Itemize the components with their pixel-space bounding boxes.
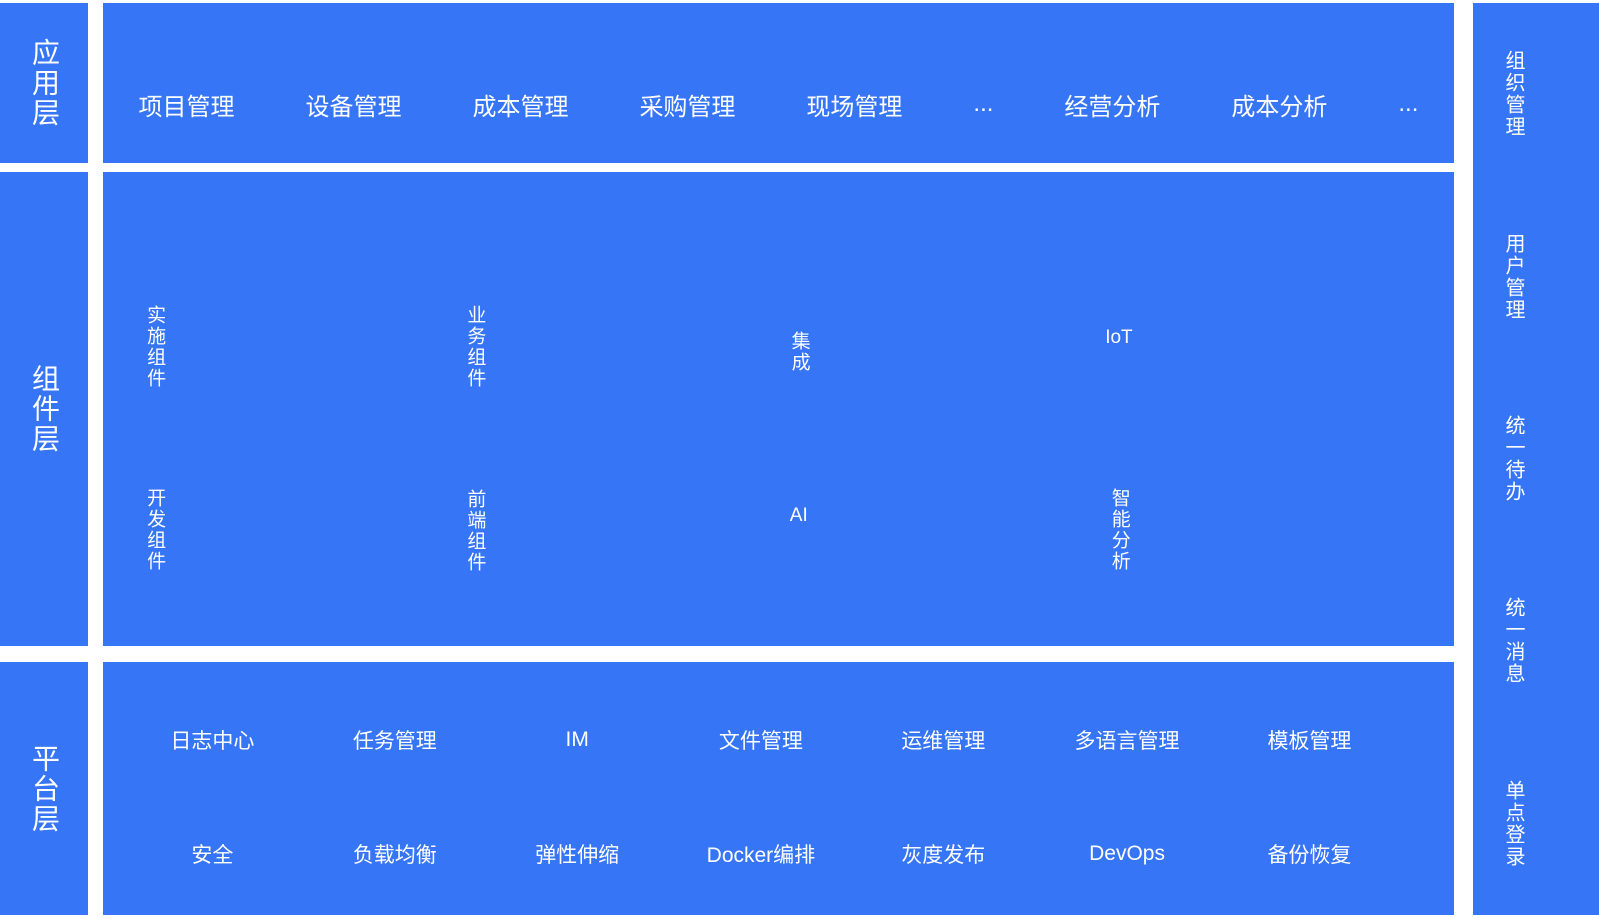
platform-item: 负载均衡 (352, 844, 437, 868)
platform-item: IM (565, 728, 589, 752)
sidebar-item: 用户管理 (1502, 232, 1524, 321)
application-layer-panel: 项目管理 设备管理 成本管理 采购管理 现场管理 ... 经营分析 成本分析 .… (103, 3, 1454, 163)
component-item: 开发组件 (144, 487, 166, 572)
platform-item: 日志中心 (170, 730, 255, 754)
application-item: 设备管理 (305, 93, 402, 121)
platform-item: 文件管理 (718, 730, 803, 754)
platform-layer-panel: 日志中心 任务管理 IM 文件管理 运维管理 多语言管理 模板管理 安全 负载均… (103, 662, 1454, 915)
platform-item: 灰度发布 (901, 844, 986, 868)
component-item: IoT (1105, 327, 1133, 349)
component-layer-label-block: 组件层 (0, 172, 88, 646)
application-item: 项目管理 (138, 93, 235, 121)
platform-item: 弹性伸缩 (535, 844, 620, 868)
application-item: 现场管理 (806, 93, 903, 121)
application-item-ellipsis: ... (1398, 90, 1419, 117)
component-layer-label: 组件层 (29, 364, 60, 454)
platform-item: 运维管理 (901, 730, 986, 754)
application-item-ellipsis: ... (973, 90, 994, 117)
application-item: 成本分析 (1231, 93, 1328, 121)
component-item: 实施组件 (144, 305, 166, 390)
platform-item: 安全 (191, 844, 234, 868)
sidebar-item: 组织管理 (1502, 50, 1524, 139)
component-item: AI (789, 504, 808, 526)
platform-layer-label-block: 平台层 (0, 662, 88, 915)
common-services-sidebar: 组织管理 用户管理 统一待办 统一消息 单点登录 (1473, 3, 1599, 915)
component-item: 业务组件 (464, 305, 486, 390)
sidebar-item: 统一消息 (1502, 597, 1524, 686)
component-layer-panel: 实施组件 业务组件 集成 IoT 开发组件 前端组件 AI 智能分析 (103, 172, 1454, 646)
sidebar-item: 统一待办 (1502, 414, 1524, 503)
application-item: 经营分析 (1064, 93, 1161, 121)
application-layer-label-block: 应用层 (0, 3, 88, 163)
platform-layer-label: 平台层 (29, 743, 60, 834)
platform-item: Docker编排 (706, 844, 816, 868)
application-layer-label: 应用层 (29, 38, 60, 128)
component-item: 前端组件 (464, 489, 486, 574)
component-item: 集成 (788, 331, 810, 374)
platform-item: 多语言管理 (1074, 730, 1180, 754)
platform-item: 任务管理 (352, 730, 437, 754)
platform-item: 备份恢复 (1267, 844, 1352, 868)
application-item: 采购管理 (639, 93, 736, 121)
sidebar-item: 单点登录 (1502, 779, 1524, 868)
platform-item: 模板管理 (1267, 730, 1352, 754)
platform-item: DevOps (1089, 842, 1165, 866)
component-item: 智能分析 (1108, 487, 1130, 572)
application-item: 成本管理 (472, 93, 569, 121)
